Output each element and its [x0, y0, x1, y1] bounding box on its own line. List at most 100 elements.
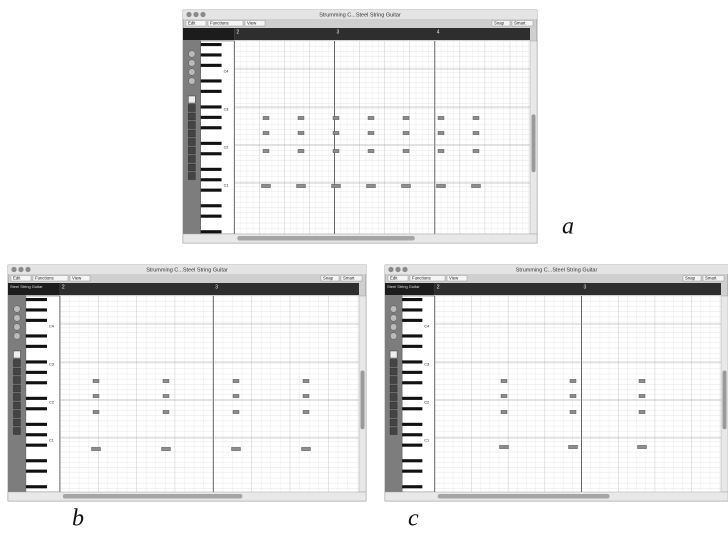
- tool-button[interactable]: [14, 306, 21, 313]
- v-scroll-thumb[interactable]: [723, 370, 727, 429]
- midi-note[interactable]: [332, 184, 341, 187]
- midi-note[interactable]: [368, 149, 374, 152]
- window-button[interactable]: [200, 12, 205, 17]
- tool-icon[interactable]: [13, 428, 20, 435]
- tool-icon[interactable]: [188, 156, 195, 163]
- window-button[interactable]: [186, 12, 191, 17]
- midi-note[interactable]: [473, 131, 479, 134]
- tool-icon[interactable]: [13, 419, 20, 426]
- midi-note[interactable]: [297, 184, 306, 187]
- midi-note[interactable]: [333, 131, 339, 134]
- midi-note[interactable]: [333, 149, 339, 152]
- window-button[interactable]: [18, 267, 23, 272]
- tool-icon[interactable]: [390, 402, 397, 409]
- midi-note[interactable]: [403, 149, 409, 152]
- tool-icon[interactable]: [188, 96, 195, 103]
- v-scroll-thumb[interactable]: [532, 114, 536, 172]
- midi-note[interactable]: [298, 116, 304, 119]
- midi-note[interactable]: [233, 394, 239, 397]
- midi-note[interactable]: [262, 184, 271, 187]
- midi-note[interactable]: [333, 116, 339, 119]
- v-scroll-thumb[interactable]: [361, 370, 365, 429]
- midi-note[interactable]: [639, 379, 645, 382]
- tool-icon[interactable]: [188, 139, 195, 146]
- midi-note[interactable]: [501, 410, 507, 413]
- tool-button[interactable]: [390, 306, 397, 313]
- tool-icon[interactable]: [13, 360, 20, 367]
- midi-note[interactable]: [303, 410, 309, 413]
- tool-icon[interactable]: [13, 394, 20, 401]
- midi-note[interactable]: [298, 131, 304, 134]
- midi-note[interactable]: [163, 394, 169, 397]
- tool-icon[interactable]: [188, 164, 195, 171]
- tool-icon[interactable]: [390, 360, 397, 367]
- tool-button[interactable]: [390, 324, 397, 331]
- midi-note[interactable]: [570, 394, 576, 397]
- tool-icon[interactable]: [390, 428, 397, 435]
- tool-button[interactable]: [189, 51, 196, 58]
- midi-note[interactable]: [163, 410, 169, 413]
- midi-note[interactable]: [639, 410, 645, 413]
- tool-icon[interactable]: [390, 368, 397, 375]
- window-button[interactable]: [395, 267, 400, 272]
- window-button[interactable]: [402, 267, 407, 272]
- midi-note[interactable]: [263, 131, 269, 134]
- midi-note[interactable]: [263, 149, 269, 152]
- tool-button[interactable]: [189, 78, 196, 85]
- midi-note[interactable]: [303, 394, 309, 397]
- midi-note[interactable]: [93, 394, 99, 397]
- tool-icon[interactable]: [188, 130, 195, 137]
- tool-icon[interactable]: [390, 394, 397, 401]
- tool-icon[interactable]: [390, 385, 397, 392]
- midi-note[interactable]: [233, 379, 239, 382]
- midi-note[interactable]: [438, 131, 444, 134]
- midi-note[interactable]: [367, 184, 376, 187]
- midi-note[interactable]: [93, 410, 99, 413]
- tool-button[interactable]: [14, 315, 21, 322]
- midi-note[interactable]: [233, 410, 239, 413]
- window-button[interactable]: [11, 267, 16, 272]
- tool-button[interactable]: [189, 69, 196, 76]
- window-button[interactable]: [25, 267, 30, 272]
- window-button[interactable]: [193, 12, 198, 17]
- tool-icon[interactable]: [13, 377, 20, 384]
- tool-button[interactable]: [14, 333, 21, 340]
- tool-icon[interactable]: [13, 385, 20, 392]
- tool-button[interactable]: [390, 333, 397, 340]
- midi-note[interactable]: [473, 149, 479, 152]
- midi-note[interactable]: [162, 447, 171, 450]
- midi-note[interactable]: [500, 445, 509, 448]
- midi-note[interactable]: [368, 131, 374, 134]
- midi-note[interactable]: [638, 445, 647, 448]
- tool-icon[interactable]: [188, 147, 195, 154]
- midi-note[interactable]: [472, 184, 481, 187]
- midi-note[interactable]: [303, 379, 309, 382]
- tool-button[interactable]: [390, 315, 397, 322]
- h-scroll-thumb[interactable]: [237, 236, 414, 241]
- window-button[interactable]: [388, 267, 393, 272]
- midi-note[interactable]: [93, 379, 99, 382]
- midi-note[interactable]: [403, 131, 409, 134]
- midi-note[interactable]: [92, 447, 101, 450]
- tool-icon[interactable]: [390, 351, 397, 358]
- tool-icon[interactable]: [188, 105, 195, 112]
- h-scroll-thumb[interactable]: [438, 494, 610, 499]
- tool-button[interactable]: [189, 60, 196, 67]
- tool-icon[interactable]: [188, 113, 195, 120]
- midi-note[interactable]: [298, 149, 304, 152]
- tool-button[interactable]: [14, 324, 21, 331]
- tool-icon[interactable]: [188, 173, 195, 180]
- tool-icon[interactable]: [13, 368, 20, 375]
- midi-note[interactable]: [368, 116, 374, 119]
- midi-note[interactable]: [501, 379, 507, 382]
- tool-icon[interactable]: [390, 411, 397, 418]
- tool-icon[interactable]: [13, 411, 20, 418]
- midi-note[interactable]: [263, 116, 269, 119]
- midi-note[interactable]: [639, 394, 645, 397]
- tool-icon[interactable]: [13, 402, 20, 409]
- midi-note[interactable]: [437, 184, 446, 187]
- midi-note[interactable]: [569, 445, 578, 448]
- midi-note[interactable]: [403, 116, 409, 119]
- tool-icon[interactable]: [188, 122, 195, 129]
- midi-note[interactable]: [501, 394, 507, 397]
